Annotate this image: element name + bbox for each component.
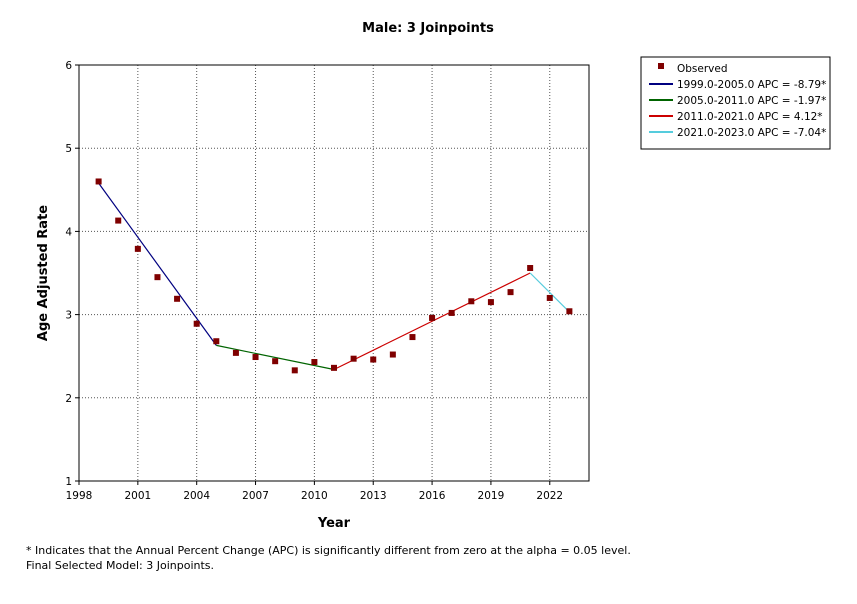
y-tick-label: 1: [65, 476, 72, 488]
observed-point: [174, 295, 181, 302]
y-tick-label: 4: [65, 226, 72, 238]
y-tick-label: 6: [65, 60, 72, 72]
observed-point: [527, 265, 534, 272]
x-tick-label: 2010: [301, 490, 328, 502]
y-tick-label: 5: [65, 143, 72, 155]
fitted-segment-line: [333, 272, 531, 371]
x-tick-label: 2001: [124, 490, 151, 502]
x-tick-label: 1998: [66, 490, 93, 502]
observed-point: [429, 314, 436, 321]
x-tick-label: 2019: [478, 490, 505, 502]
x-axis-label: Year: [317, 516, 351, 531]
x-tick-label: 2013: [360, 490, 387, 502]
axis-ticks: 1998 2001 2004 2007 2010 2013 2016 2019 2022 1 2 3 4…: [65, 60, 563, 502]
observed-point: [272, 358, 279, 365]
observed-point: [409, 334, 416, 341]
chart-title: Male: 3 Joinpoints: [362, 21, 494, 36]
observed-point: [389, 351, 396, 358]
legend: Observed 1999.0-2005.0 APC = -8.79* 2005.…: [640, 56, 831, 150]
fitted-segments: [98, 182, 570, 371]
legend-observed-marker: [658, 63, 664, 69]
y-tick-label: 2: [65, 393, 72, 405]
observed-point: [487, 299, 494, 306]
observed-point: [350, 355, 357, 362]
fitted-segment-line: [216, 344, 335, 371]
x-tick-label: 2004: [183, 490, 210, 502]
x-tick-label: 2022: [536, 490, 563, 502]
legend-series-label: 1999.0-2005.0 APC = -8.79*: [677, 79, 826, 91]
observed-point: [291, 367, 298, 374]
footnote-final-model: Final Selected Model: 3 Joinpoints.: [26, 559, 215, 572]
y-tick-label: 3: [65, 310, 72, 322]
observed-point: [331, 364, 337, 371]
observed-points: [95, 178, 573, 374]
legend-series-label: 2021.0-2023.0 APC = -7.04*: [677, 127, 826, 139]
plot-area-frame: [78, 64, 590, 482]
legend-series-entries: 1999.0-2005.0 APC = -8.79* 2005.0-2011.0 …: [649, 79, 826, 139]
observed-point: [213, 338, 220, 345]
legend-series-label: 2005.0-2011.0 APC = -1.97*: [677, 95, 826, 107]
observed-point: [546, 294, 553, 301]
observed-point: [311, 359, 318, 366]
observed-point: [134, 245, 141, 252]
legend-observed-label: Observed: [677, 63, 728, 75]
footnote-significance: * Indicates that the Annual Percent Chan…: [26, 544, 631, 557]
legend-series-label: 2011.0-2021.0 APC = 4.12*: [677, 111, 823, 123]
legend-box: [640, 56, 831, 150]
observed-point: [507, 289, 514, 296]
observed-point: [252, 354, 259, 361]
observed-point: [448, 309, 455, 316]
grid-lines: [79, 65, 589, 481]
x-tick-label: 2016: [419, 490, 446, 502]
observed-point: [566, 308, 573, 315]
observed-point: [154, 274, 161, 281]
observed-point: [370, 356, 377, 363]
observed-point: [95, 178, 102, 185]
fitted-segment-line: [529, 272, 570, 313]
observed-point: [232, 349, 239, 356]
observed-point: [468, 298, 475, 305]
fitted-segment-line: [98, 182, 217, 346]
observed-point: [193, 320, 200, 327]
x-tick-label: 2007: [242, 490, 269, 502]
y-axis-label: Age Adjusted Rate: [36, 205, 51, 341]
observed-point: [115, 217, 122, 224]
